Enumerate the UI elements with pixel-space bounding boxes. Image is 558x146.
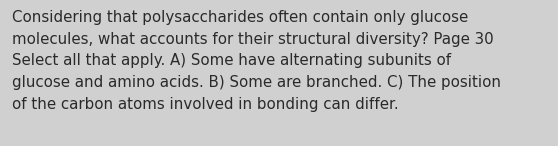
Text: Considering that polysaccharides often contain only glucose
molecules, what acco: Considering that polysaccharides often c… bbox=[12, 10, 501, 112]
